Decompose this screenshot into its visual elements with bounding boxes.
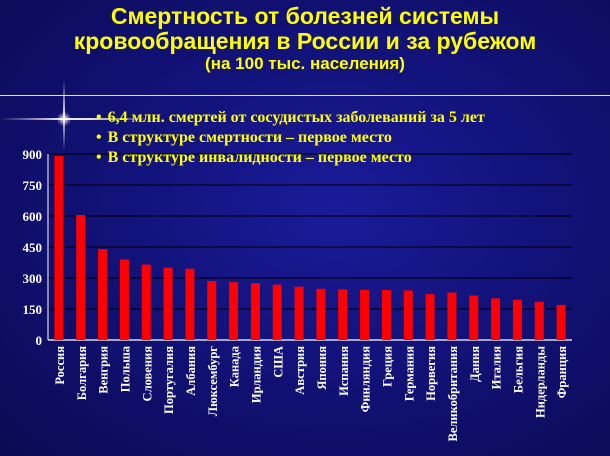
x-tick-label: Япония [315, 346, 329, 390]
x-tick-label: Албания [184, 346, 198, 396]
x-tick-label: Португалия [162, 346, 176, 414]
x-tick-label: Канада [228, 345, 242, 387]
bar [360, 289, 370, 340]
x-tick-label: Нидерланды [533, 346, 547, 418]
x-tick-label: Люксембург [206, 346, 220, 416]
x-tick-label: Финляндия [359, 346, 373, 413]
bullet-text: В структуре инвалидности – первое место [107, 149, 412, 166]
x-tick-label: Греция [380, 346, 394, 387]
title-line-2: кровообращения в России и за рубежом [73, 28, 537, 54]
bar [381, 289, 391, 340]
bar [54, 156, 64, 340]
bar [76, 214, 86, 340]
bar [556, 304, 566, 340]
x-tick-label: Великобритания [446, 346, 460, 442]
x-tick-label: Норвегия [424, 346, 438, 401]
bullet-item: • В структуре инвалидности – первое место [96, 149, 412, 166]
bar [491, 298, 501, 340]
y-tick-label: 0 [36, 333, 43, 348]
bar [403, 290, 413, 340]
y-tick-label: 450 [23, 240, 43, 255]
bar [425, 294, 435, 340]
x-tick-label: Испания [337, 346, 351, 396]
bar [272, 284, 282, 340]
y-tick-label: 900 [23, 147, 43, 162]
x-tick-label: Болгария [75, 346, 89, 400]
y-tick-label: 600 [23, 209, 43, 224]
lens-flare-horizontal [0, 118, 150, 120]
title-divider [0, 95, 610, 96]
bar [469, 295, 479, 340]
bar [207, 281, 217, 340]
x-tick-label: США [271, 346, 285, 378]
x-tick-label: Польша [118, 345, 132, 392]
x-tick-label: Словения [140, 346, 154, 402]
bar [294, 286, 304, 340]
bar [119, 259, 129, 340]
bar [534, 301, 544, 340]
x-tick-label: Ирландия [249, 346, 263, 403]
bar [250, 283, 260, 340]
bar [512, 299, 522, 340]
x-tick-label: Венгрия [97, 346, 111, 394]
x-tick-label: Бельгия [511, 346, 525, 393]
bar [447, 292, 457, 340]
title-line-1: Смертность от болезней системы [110, 3, 500, 29]
chart-title: Смертность от болезней системы кровообра… [0, 3, 610, 74]
bullet-list: • 6,4 млн. смертей от сосудистых заболева… [96, 108, 485, 168]
x-tick-label: Дания [468, 346, 482, 382]
bullet-item: • В структуре смертности – первое место [96, 129, 392, 146]
bar [163, 267, 173, 340]
lens-flare-core [56, 112, 72, 126]
bullet-item: • 6,4 млн. смертей от сосудистых заболева… [96, 109, 485, 126]
x-tick-label: Германия [402, 346, 416, 401]
bar [141, 264, 151, 340]
title-subtitle: (на 100 тыс. населения) [205, 54, 405, 73]
x-tick-label: Италия [490, 346, 504, 390]
bar [98, 249, 108, 340]
x-tick-label: Франция [555, 346, 569, 399]
y-tick-label: 150 [23, 302, 43, 317]
x-tick-label: Россия [53, 346, 67, 385]
y-tick-label: 750 [23, 178, 43, 193]
bar [316, 288, 326, 340]
x-tick-label: Австрия [293, 346, 307, 395]
bullet-text: В структуре смертности – первое место [107, 129, 392, 146]
bar [338, 289, 348, 340]
bar [229, 282, 239, 340]
bar [185, 268, 195, 340]
y-tick-label: 300 [23, 271, 43, 286]
bullet-text: 6,4 млн. смертей от сосудистых заболеван… [107, 109, 485, 126]
